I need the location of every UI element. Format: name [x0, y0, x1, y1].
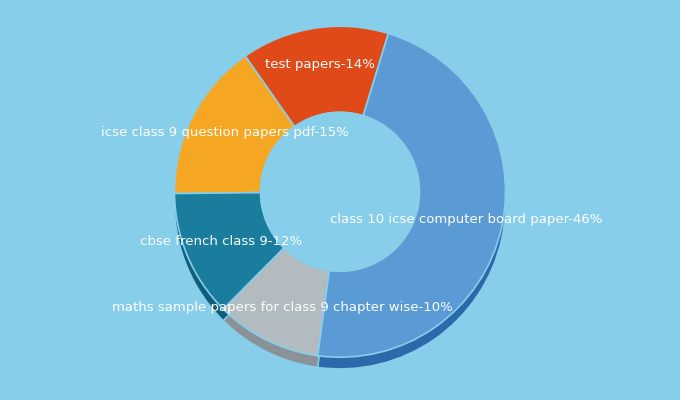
Text: cbse french class 9-12%: cbse french class 9-12% — [140, 236, 302, 248]
Text: maths sample papers for class 9 chapter wise-10%: maths sample papers for class 9 chapter … — [112, 301, 453, 314]
Wedge shape — [318, 34, 505, 357]
Wedge shape — [175, 192, 284, 309]
Wedge shape — [245, 38, 388, 138]
Circle shape — [260, 112, 420, 271]
Text: class 10 icse computer board paper-46%: class 10 icse computer board paper-46% — [330, 213, 602, 226]
Wedge shape — [175, 204, 284, 321]
Wedge shape — [175, 56, 294, 194]
Wedge shape — [318, 45, 505, 369]
Text: test papers-14%: test papers-14% — [265, 58, 375, 71]
Wedge shape — [175, 68, 294, 205]
Wedge shape — [223, 248, 329, 356]
Text: icse class 9 question papers pdf-15%: icse class 9 question papers pdf-15% — [101, 126, 349, 139]
Circle shape — [269, 127, 411, 268]
Wedge shape — [245, 26, 388, 127]
Wedge shape — [223, 260, 329, 367]
